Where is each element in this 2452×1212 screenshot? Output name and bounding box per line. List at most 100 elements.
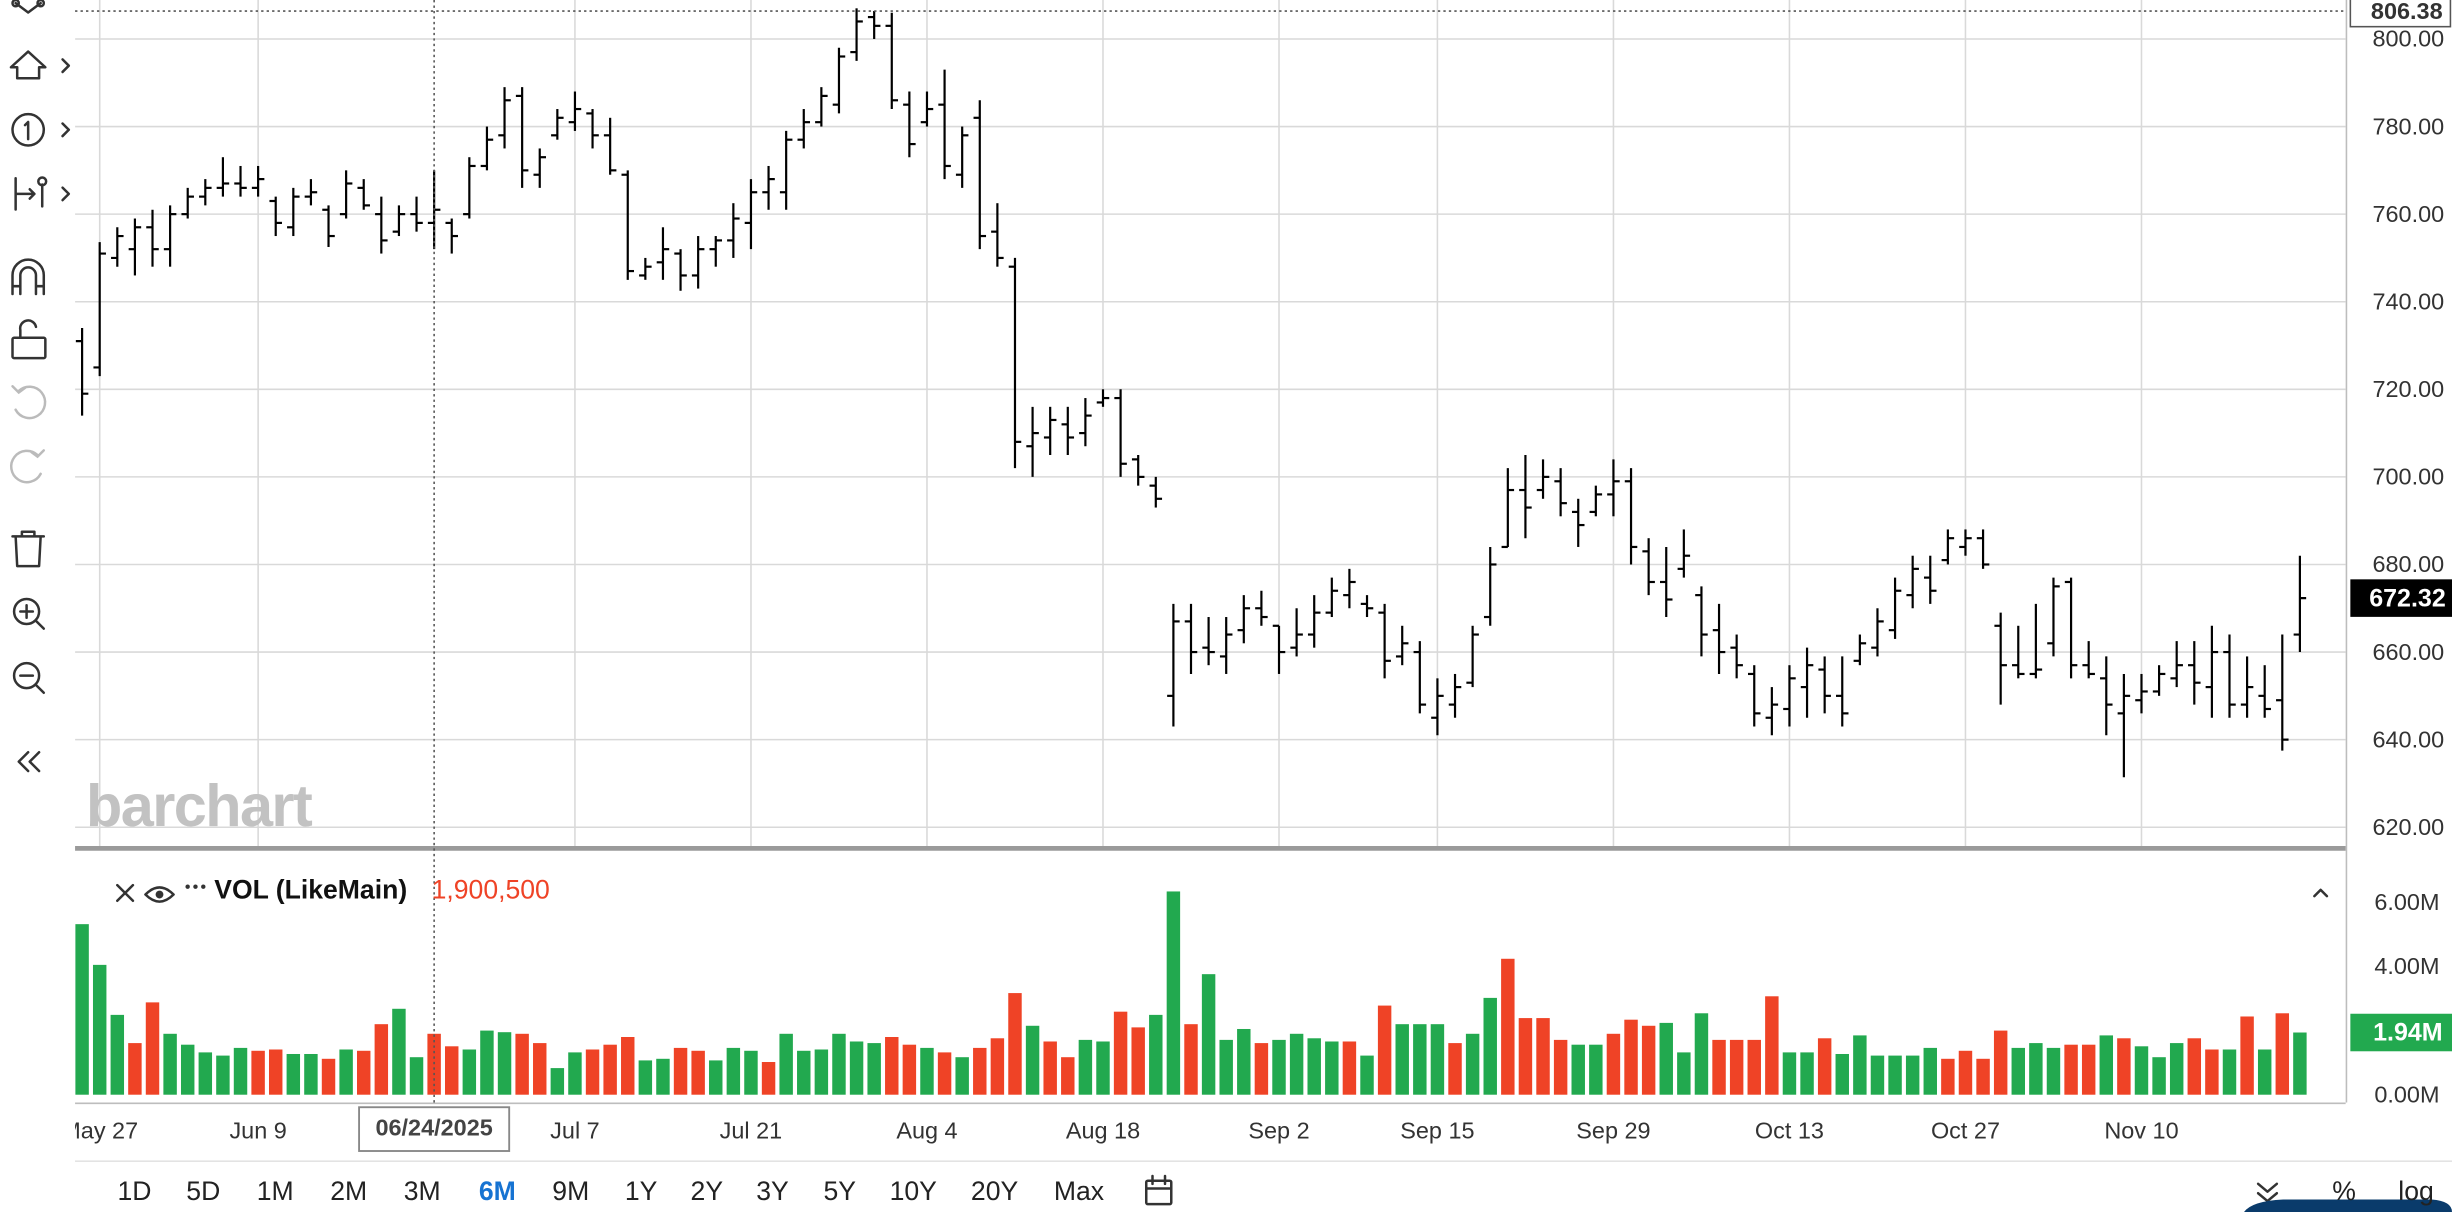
undo-button[interactable] bbox=[11, 385, 47, 420]
volume-bar bbox=[533, 1043, 547, 1095]
volume-bar bbox=[621, 1037, 635, 1095]
volume-bar bbox=[480, 1030, 494, 1095]
volume-bar bbox=[1976, 1058, 1990, 1095]
y-tick-label: 720.00 bbox=[2372, 376, 2444, 402]
range-button[interactable]: 3Y bbox=[756, 1176, 789, 1206]
last-price-box bbox=[2350, 579, 2452, 617]
volume-bar bbox=[709, 1060, 723, 1095]
curve-tool[interactable] bbox=[11, 0, 46, 14]
study-menu[interactable] bbox=[185, 884, 206, 889]
zoom-in-button[interactable] bbox=[12, 597, 46, 630]
y-tick-label: 700.00 bbox=[2372, 464, 2444, 490]
volume-bar bbox=[1272, 1039, 1286, 1095]
range-button[interactable]: 2Y bbox=[691, 1176, 724, 1206]
volume-bar bbox=[1694, 1013, 1709, 1095]
volume-bar bbox=[1184, 1024, 1198, 1095]
volume-bar bbox=[638, 1060, 653, 1095]
magnet-tool[interactable] bbox=[11, 258, 46, 296]
volume-bar bbox=[832, 1033, 846, 1095]
collapse-toolbar[interactable] bbox=[17, 750, 41, 773]
chart-option[interactable]: log bbox=[2398, 1176, 2433, 1206]
volume-bar bbox=[198, 1052, 213, 1095]
volume-bar bbox=[92, 964, 107, 1095]
range-button[interactable]: 5D bbox=[186, 1176, 220, 1206]
zoom-out-button[interactable] bbox=[12, 661, 46, 695]
range-button[interactable]: 1D bbox=[117, 1176, 151, 1206]
range-button[interactable]: 1M bbox=[257, 1176, 294, 1206]
volume-bar bbox=[1043, 1041, 1057, 1095]
range-button[interactable]: 10Y bbox=[890, 1176, 938, 1206]
date-picker[interactable] bbox=[1144, 1174, 1173, 1206]
volume-bar bbox=[1888, 1055, 1902, 1095]
study-title: VOL (LikeMain) bbox=[214, 874, 407, 904]
x-tick-label: Aug 4 bbox=[896, 1117, 957, 1143]
volume-bar bbox=[2205, 1049, 2219, 1095]
volume-bar bbox=[2275, 1013, 2290, 1095]
x-tick-label: Sep 2 bbox=[1248, 1117, 1309, 1143]
y-tick-label: 0.00M bbox=[2374, 1081, 2439, 1107]
volume-bar bbox=[2293, 1032, 2307, 1095]
volume-bar bbox=[357, 1050, 371, 1095]
watermark: barchart bbox=[86, 772, 313, 839]
volume-bar bbox=[1941, 1058, 1955, 1095]
volume-bar bbox=[321, 1058, 336, 1095]
y-tick-label: 660.00 bbox=[2372, 639, 2444, 665]
crosshair-date: 06/24/2025 bbox=[375, 1114, 492, 1140]
volume-bar bbox=[216, 1055, 230, 1095]
y-tick-label: 780.00 bbox=[2372, 113, 2444, 139]
toggle-visibility[interactable] bbox=[144, 886, 175, 903]
expand-toolbar[interactable] bbox=[2256, 1182, 2279, 1203]
y-tick-label: 740.00 bbox=[2372, 288, 2444, 314]
redo-button[interactable] bbox=[9, 449, 46, 484]
range-button[interactable]: 1Y bbox=[625, 1176, 658, 1206]
volume-bar bbox=[1853, 1035, 1867, 1095]
y-tick-label: 800.00 bbox=[2372, 26, 2444, 52]
volume-bar bbox=[180, 1044, 195, 1095]
range-button[interactable]: 20Y bbox=[971, 1176, 1019, 1206]
volume-bar bbox=[1747, 1039, 1761, 1095]
volume-bar bbox=[145, 1002, 160, 1095]
chart-option[interactable]: % bbox=[2332, 1176, 2356, 1206]
volume-bar bbox=[779, 1033, 793, 1095]
volume-bar bbox=[163, 1033, 177, 1095]
volume-bar bbox=[515, 1033, 529, 1095]
volume-bar bbox=[1201, 974, 1216, 1095]
lock-tool[interactable] bbox=[11, 319, 47, 360]
volume-bar bbox=[885, 1037, 899, 1095]
volume-bar bbox=[1325, 1041, 1339, 1095]
volume-bar bbox=[304, 1053, 318, 1095]
chat-widget[interactable] bbox=[2244, 1199, 2452, 1212]
volume-bar bbox=[233, 1047, 248, 1095]
volume-bar bbox=[1254, 1043, 1269, 1095]
measure-tool[interactable] bbox=[14, 176, 71, 211]
range-button[interactable]: 3M bbox=[404, 1176, 441, 1206]
volume-bar bbox=[1096, 1041, 1110, 1095]
volume-bar bbox=[1149, 1014, 1163, 1095]
volume-bar bbox=[1465, 1033, 1480, 1095]
volume-bar bbox=[1430, 1024, 1445, 1095]
volume-bar bbox=[1765, 996, 1779, 1095]
volume-bar bbox=[2134, 1046, 2149, 1095]
range-button[interactable]: 2M bbox=[330, 1176, 367, 1206]
range-button[interactable]: 5Y bbox=[823, 1176, 856, 1206]
close-study[interactable] bbox=[116, 883, 135, 903]
volume-bar bbox=[1219, 1039, 1233, 1095]
delete-button[interactable] bbox=[11, 530, 46, 568]
range-button[interactable]: Max bbox=[1054, 1176, 1104, 1206]
volume-bar bbox=[1624, 1019, 1638, 1095]
x-tick-label: Oct 13 bbox=[1755, 1117, 1824, 1143]
volume-bar bbox=[75, 924, 89, 1095]
volume-bar bbox=[1113, 1011, 1128, 1095]
range-button[interactable]: 9M bbox=[552, 1176, 589, 1206]
arrow-tool[interactable] bbox=[9, 50, 71, 80]
volume-bar bbox=[797, 1050, 811, 1095]
volume-bar bbox=[1131, 1027, 1145, 1095]
volume-bar bbox=[462, 1049, 477, 1095]
volume-bar bbox=[1641, 1025, 1656, 1095]
marker-tool[interactable] bbox=[11, 112, 71, 147]
range-button[interactable]: 6M bbox=[479, 1176, 516, 1206]
volume-bar bbox=[973, 1047, 987, 1095]
collapse-study[interactable] bbox=[2313, 888, 2329, 898]
